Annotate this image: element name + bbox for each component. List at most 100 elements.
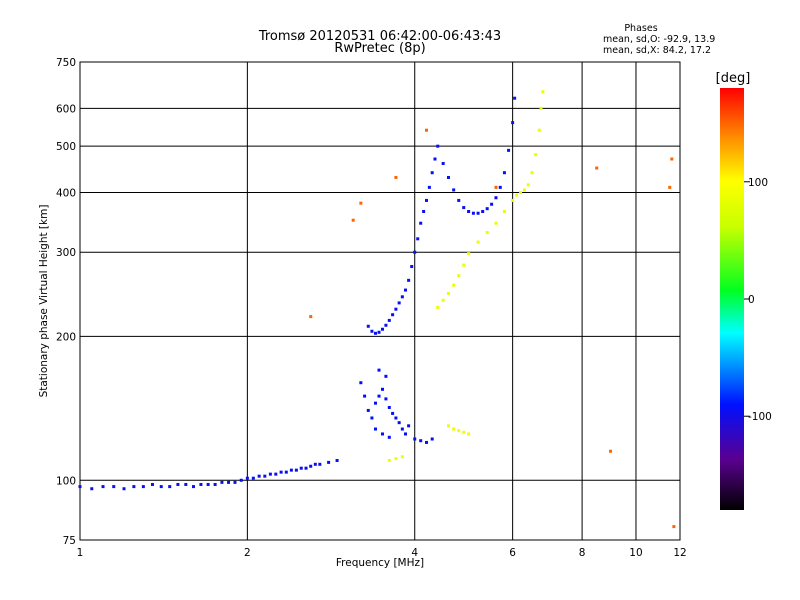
data-point — [526, 183, 530, 187]
y-tick-label: 500 — [56, 141, 76, 153]
data-point — [359, 381, 363, 385]
data-point — [101, 485, 105, 489]
data-point — [462, 206, 466, 210]
data-point — [446, 424, 450, 428]
data-point — [370, 416, 374, 420]
data-point — [366, 324, 370, 328]
y-tick-label: 100 — [56, 475, 76, 487]
data-point — [257, 474, 261, 478]
data-point — [441, 298, 445, 302]
data-point — [457, 274, 461, 278]
data-point — [132, 485, 136, 489]
plot-frame — [79, 61, 681, 541]
data-point — [467, 432, 471, 436]
data-point — [335, 458, 339, 462]
chart-title: Tromsø 20120531 06:42:00-06:43:43 — [258, 29, 501, 44]
data-point — [394, 307, 398, 311]
data-point — [457, 429, 461, 433]
data-point — [419, 439, 423, 443]
data-point — [397, 421, 401, 425]
data-point — [373, 427, 377, 431]
x-tick-label: 6 — [509, 547, 516, 559]
data-point — [433, 157, 437, 161]
data-point — [176, 482, 180, 486]
data-point — [309, 464, 313, 468]
data-point — [268, 472, 272, 476]
data-point — [462, 263, 466, 267]
data-points — [78, 90, 676, 529]
data-point — [359, 201, 363, 205]
data-point — [485, 207, 489, 211]
data-point — [370, 329, 374, 333]
data-point — [522, 188, 526, 192]
data-point — [425, 128, 429, 132]
data-point — [384, 374, 388, 378]
data-point — [263, 474, 267, 478]
data-point — [494, 196, 498, 200]
data-point — [327, 460, 331, 464]
data-point — [467, 210, 471, 214]
data-point — [462, 430, 466, 434]
data-point — [400, 295, 404, 299]
data-point — [441, 161, 445, 165]
x-tick-label: 8 — [579, 547, 586, 559]
data-point — [427, 185, 431, 189]
data-point — [494, 185, 498, 189]
data-point — [318, 462, 322, 466]
x-tick-label: 2 — [244, 547, 251, 559]
data-point — [289, 468, 293, 472]
stats-x-mode: mean, sd,X: 84.2, 17.2 — [603, 45, 711, 56]
data-point — [206, 482, 210, 486]
data-point — [78, 485, 82, 489]
data-point — [199, 482, 203, 486]
data-point — [159, 485, 163, 489]
data-point — [220, 480, 224, 484]
data-point — [150, 482, 154, 486]
data-point — [279, 470, 283, 474]
data-point — [122, 487, 126, 491]
data-point — [391, 313, 395, 317]
data-point — [387, 458, 391, 462]
data-point — [233, 480, 237, 484]
data-point — [380, 327, 384, 331]
data-point — [471, 211, 475, 215]
data-point — [394, 457, 398, 461]
data-point — [387, 405, 391, 409]
data-point — [387, 318, 391, 322]
colorbar-tick-label: 100 — [748, 177, 768, 189]
data-point — [373, 331, 377, 335]
data-point — [530, 171, 534, 175]
data-point — [112, 485, 116, 489]
data-point — [481, 210, 485, 214]
data-point — [502, 210, 506, 214]
data-point — [511, 198, 515, 202]
data-point — [416, 237, 420, 241]
data-point — [351, 218, 355, 222]
data-point — [672, 525, 676, 529]
data-point — [425, 440, 429, 444]
data-point — [430, 437, 434, 441]
data-point — [425, 198, 429, 202]
data-point — [394, 175, 398, 179]
data-point — [400, 455, 404, 459]
data-point — [452, 283, 456, 287]
data-point — [373, 401, 377, 405]
colorbar-label: [deg] — [716, 71, 751, 86]
chart-subtitle: RwPretec (8p) — [334, 41, 425, 56]
data-point — [391, 411, 395, 415]
x-axis-label: Frequency [MHz] — [336, 557, 424, 569]
x-tick-label: 1 — [77, 547, 84, 559]
data-point — [245, 476, 249, 480]
data-point — [668, 185, 672, 189]
data-point — [498, 185, 502, 189]
data-point — [313, 462, 317, 466]
stats-o-mode: mean, sd,O: -92.9, 13.9 — [603, 34, 715, 45]
data-point — [537, 128, 541, 132]
data-point — [422, 210, 426, 214]
data-point — [595, 166, 599, 170]
data-point — [452, 188, 456, 192]
data-point — [413, 250, 417, 254]
x-tick-label: 4 — [411, 547, 418, 559]
data-point — [404, 288, 408, 292]
y-tick-labels: 75 100 200 300 400 500 600 750 — [56, 57, 76, 547]
